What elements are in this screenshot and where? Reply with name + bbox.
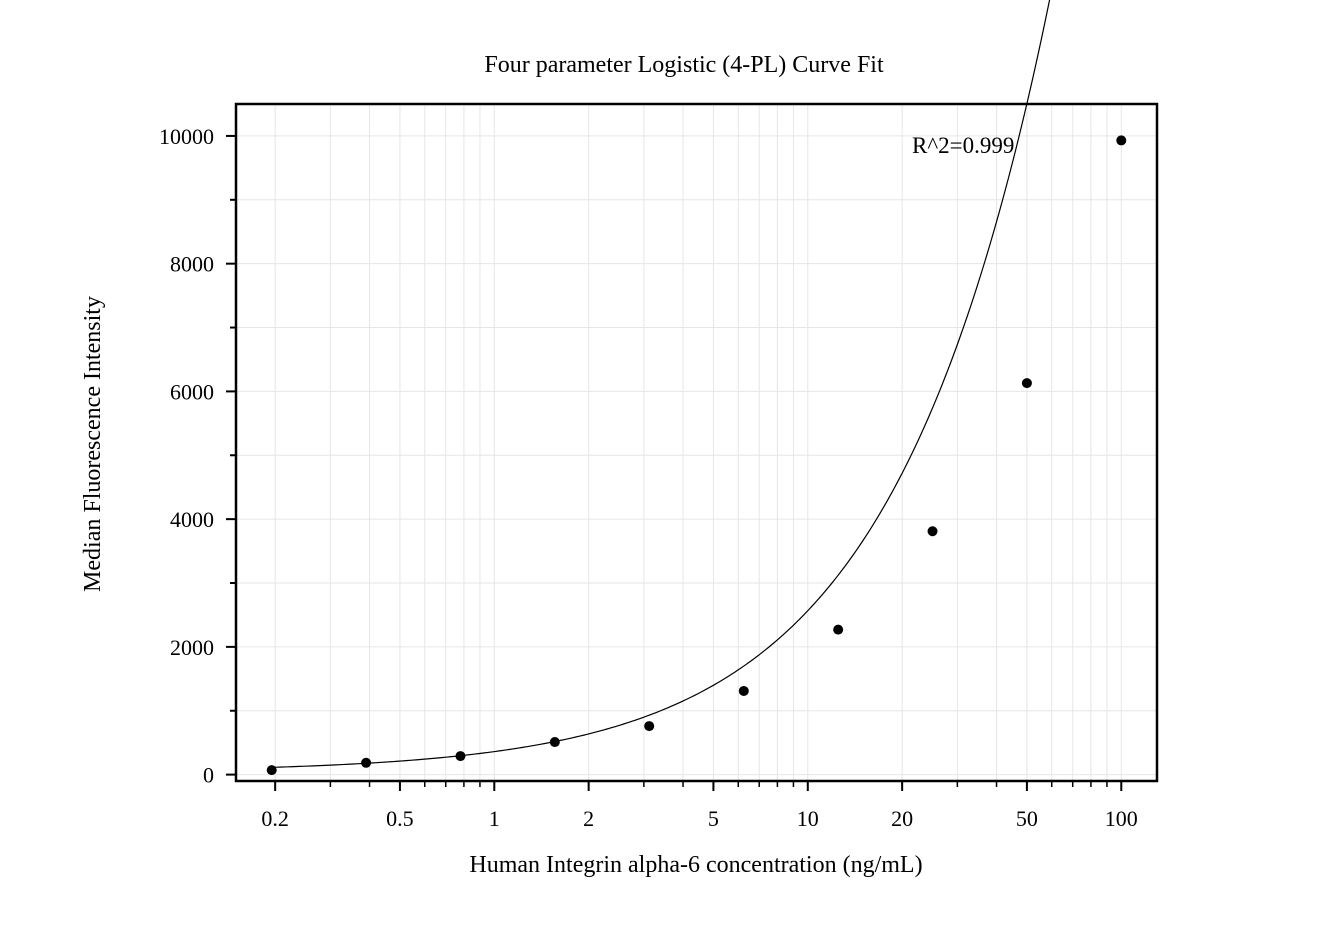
x-tick-label: 0.2: [261, 806, 289, 831]
data-point: [738, 685, 749, 696]
x-tick-labels: 0.2 0.5 1 2 5 10 20 50 100: [261, 806, 1137, 831]
x-tick-label: 0.5: [386, 806, 414, 831]
data-point: [549, 737, 560, 748]
data-point: [455, 751, 466, 762]
data-point: [361, 757, 372, 768]
data-point: [1116, 135, 1127, 146]
y-tick-label: 2000: [170, 635, 214, 660]
y-tick-label: 10000: [159, 124, 214, 149]
data-point: [927, 526, 938, 537]
x-axis-label: Human Integrin alpha-6 concentration (ng…: [469, 852, 922, 878]
y-axis-label: Median Fluorescence Intensity: [80, 296, 106, 592]
x-tick-label: 10: [797, 806, 819, 831]
x-tick-label: 20: [891, 806, 913, 831]
data-point: [644, 721, 655, 732]
y-tick-labels: 0 2000 4000 6000 8000 10000: [159, 124, 214, 788]
chart-title: Four parameter Logistic (4-PL) Curve Fit: [484, 52, 884, 78]
data-point: [833, 624, 844, 635]
y-tick-label: 0: [203, 763, 214, 788]
grid-lines: [236, 104, 1157, 781]
axis-ticks: [226, 134, 1123, 791]
x-tick-label: 50: [1016, 806, 1038, 831]
data-point: [266, 765, 277, 776]
data-points: [266, 135, 1127, 776]
y-tick-label: 8000: [170, 252, 214, 277]
data-point: [1021, 378, 1032, 389]
x-tick-label: 5: [708, 806, 719, 831]
fit-curve-layer: [268, 0, 1051, 769]
y-tick-label: 6000: [170, 379, 214, 404]
x-tick-label: 100: [1105, 806, 1138, 831]
plot-frame: [234, 102, 1159, 783]
y-tick-label: 4000: [170, 507, 214, 532]
x-tick-label: 2: [583, 806, 594, 831]
x-tick-label: 1: [489, 806, 500, 831]
r-squared-annotation: R^2=0.999: [912, 133, 1014, 158]
fit-curve: [268, 0, 1051, 769]
